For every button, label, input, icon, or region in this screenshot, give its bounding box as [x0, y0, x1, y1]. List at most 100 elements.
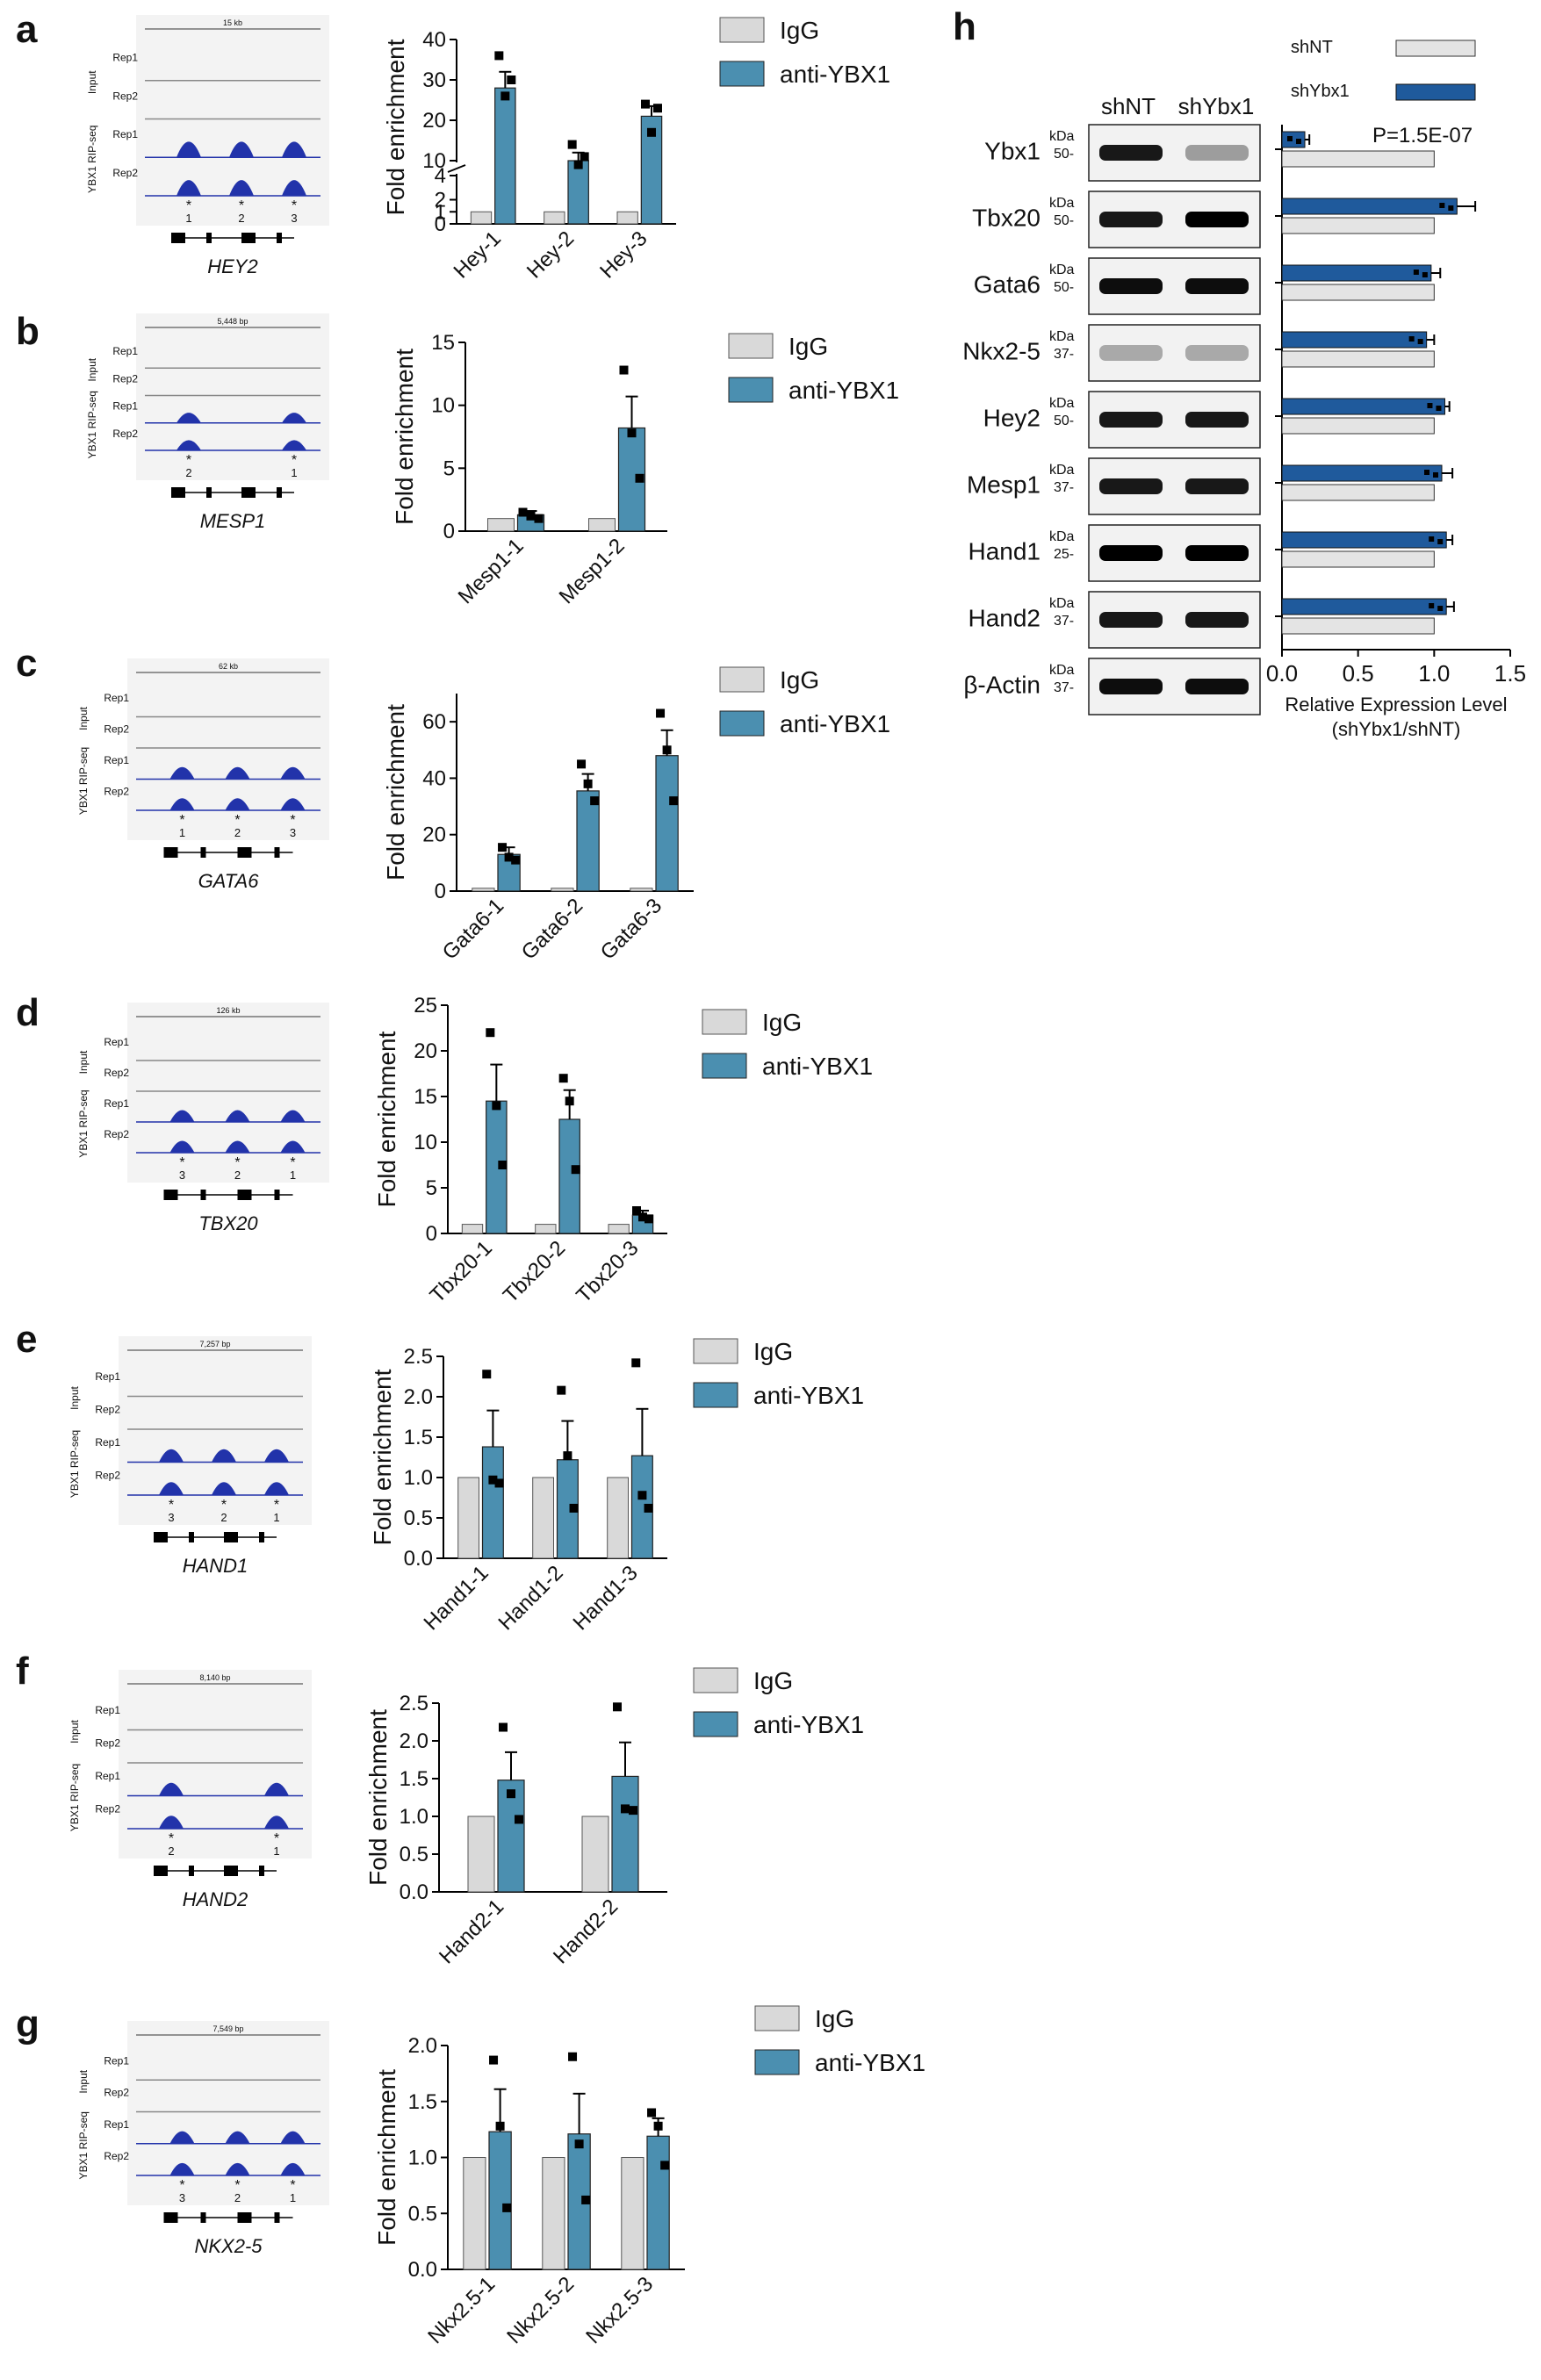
star-marker: *	[186, 453, 191, 468]
track-row-label: Rep1	[112, 52, 138, 64]
data-point	[631, 1358, 641, 1368]
y-tick-label: 10	[414, 1131, 437, 1154]
gene-exon	[277, 233, 282, 243]
scale-label: 62 kb	[219, 662, 238, 671]
bar-shybx1	[1281, 531, 1447, 549]
y-tick-label: 1.0	[404, 1466, 433, 1490]
primer-index: 1	[290, 1168, 296, 1182]
rip-seq-label: YBX1 RIP-seq	[77, 2111, 90, 2179]
peak	[176, 440, 201, 450]
y-tick-label: 1.5	[408, 2090, 437, 2114]
blot-label: Ybx1	[984, 138, 1041, 165]
x-tick-label: Nkx2.5-3	[581, 2272, 658, 2348]
data-point	[1408, 336, 1415, 342]
bar-anti-ybx1	[646, 2135, 670, 2270]
rip-seq-label: YBX1 RIP-seq	[86, 391, 98, 458]
track-row-label: Rep2	[112, 372, 138, 385]
gene-exon	[171, 487, 185, 498]
blot-band	[1185, 612, 1249, 628]
data-point	[1422, 272, 1428, 277]
blot-band	[1185, 679, 1249, 694]
track-row-label: Rep2	[104, 1128, 129, 1140]
legend-swatch-shnt	[1395, 40, 1476, 57]
legend: IgG anti-YBX1	[702, 1009, 873, 1080]
x-tick-label: 1.0	[1418, 660, 1450, 687]
data-point	[1429, 603, 1435, 608]
track-row-label: Rep2	[95, 1403, 120, 1415]
legend: IgG anti-YBX1	[728, 333, 899, 404]
data-point	[498, 1161, 508, 1169]
y-axis-label: Fold enrichment	[369, 1369, 396, 1545]
peak	[225, 1110, 250, 1122]
blot-band	[1099, 679, 1163, 694]
data-point	[518, 507, 528, 517]
track-background	[119, 1336, 312, 1525]
data-point	[577, 759, 587, 769]
panel-g: g 7,549 bp Rep1 Rep2 Rep1 Rep2 Input YBX1 RIP-s…	[16, 2003, 925, 2348]
kda-label: kDa	[1049, 529, 1075, 544]
scale-label: 126 kb	[216, 1006, 240, 1015]
bar-shybx1	[1281, 598, 1447, 615]
track-background	[127, 2021, 329, 2205]
bar-igg	[532, 1477, 555, 1559]
rip-seq-label: YBX1 RIP-seq	[77, 747, 90, 815]
y-axis-label: Fold enrichment	[382, 704, 409, 881]
bar-chart: 0.0 0.5 1.0 1.5 2.0 2.5 Fold enrichment Hand2-1…	[364, 1692, 667, 1968]
primer-index: 1	[273, 1844, 279, 1858]
x-tick-label: 1.5	[1494, 660, 1526, 687]
blot-band	[1099, 612, 1163, 628]
genome-track: 5,448 bp Rep1 Rep2 Rep1 Rep2 Input YBX1 RIP-se…	[86, 313, 329, 532]
legend-swatch-igg	[693, 1338, 738, 1364]
track-row-label: Rep2	[95, 1802, 120, 1815]
blot-band	[1185, 412, 1249, 428]
track-row-label: Rep2	[104, 723, 129, 735]
data-point	[507, 75, 516, 84]
data-point	[498, 843, 508, 852]
data-point	[1413, 270, 1419, 275]
data-point	[1437, 539, 1444, 544]
kda-label: kDa	[1049, 329, 1075, 344]
x-tick-label: Nkx2.5-1	[423, 2272, 500, 2348]
track-row-label: Rep2	[95, 1469, 120, 1481]
blot-label: β-Actin	[963, 672, 1041, 699]
data-point	[621, 1804, 630, 1814]
panel-letter: a	[16, 8, 38, 51]
peak	[169, 766, 195, 780]
rip-seq-label: YBX1 RIP-seq	[68, 1764, 81, 1831]
star-marker: *	[274, 1831, 279, 1846]
data-point	[515, 1815, 523, 1824]
marker-label: 37-	[1054, 347, 1074, 362]
star-marker: *	[186, 198, 191, 213]
bar-anti-ybx1	[481, 1446, 504, 1559]
y-tick-label: 0.0	[408, 2258, 437, 2282]
y-tick-label: 20	[414, 1039, 437, 1063]
primer-index: 3	[179, 2191, 185, 2204]
legend: IgG anti-YBX1	[693, 1338, 864, 1409]
data-point	[571, 1165, 580, 1175]
gene-exon	[200, 1190, 206, 1200]
bar-chart: 0.0 0.5 1.0 1.5 2.0 2.5 Fold enrichment Hand1-1…	[369, 1345, 667, 1635]
lane-label-shybx1: shYbx1	[1178, 93, 1255, 119]
legend-label-igg: IgG	[780, 17, 819, 44]
y-tick-label: 5	[443, 457, 455, 480]
kda-label: kDa	[1049, 596, 1075, 611]
kda-label: kDa	[1049, 463, 1075, 478]
gene-exon	[224, 1532, 238, 1542]
bar-chart: 0 20 40 60 Fold enrichment Gata6-1 Gata6-2 Gata…	[382, 694, 694, 965]
gene-exon	[274, 847, 280, 858]
legend-label-anti: anti-YBX1	[753, 1382, 864, 1409]
data-point	[635, 473, 644, 483]
blot-band	[1185, 145, 1249, 161]
primer-index: 2	[234, 2191, 241, 2204]
legend-swatch-igg	[702, 1009, 747, 1035]
data-point	[653, 104, 662, 113]
blot-band	[1099, 412, 1163, 428]
y-tick-label: 0.0	[400, 1880, 428, 1904]
blot-band	[1099, 478, 1163, 494]
track-background	[127, 658, 329, 840]
bar-shnt	[1281, 150, 1435, 168]
marker-label: 37-	[1054, 480, 1074, 495]
legend: IgG anti-YBX1	[719, 666, 890, 737]
